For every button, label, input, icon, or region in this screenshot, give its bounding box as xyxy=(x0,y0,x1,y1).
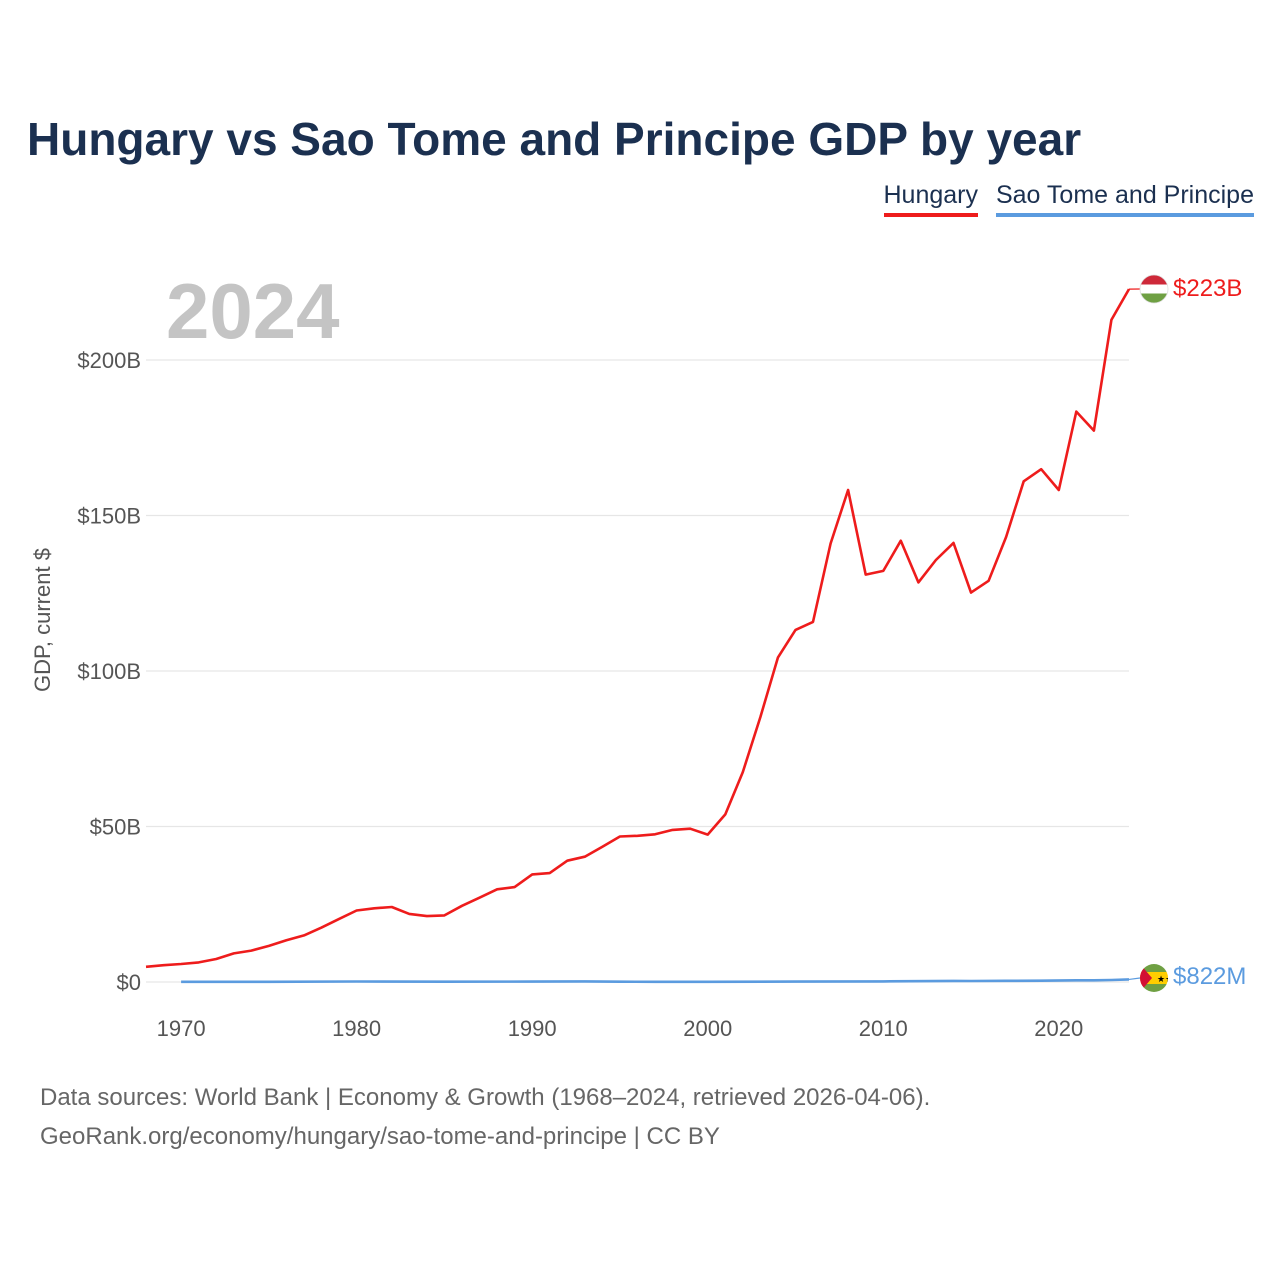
x-tick-label: 1980 xyxy=(332,1016,381,1041)
y-tick-label: $50B xyxy=(90,815,141,840)
current-year-label: 2024 xyxy=(166,267,340,355)
svg-text:★★: ★★ xyxy=(1157,975,1173,985)
series-lines xyxy=(145,288,1141,984)
hungary-flag-icon xyxy=(1139,274,1169,304)
x-tick-label: 1990 xyxy=(508,1016,557,1041)
x-tick-label: 1970 xyxy=(157,1016,206,1041)
series-line-hungary xyxy=(145,288,1131,969)
end-connector xyxy=(1128,977,1141,981)
x-axis-ticks: 1970 1980 1990 2000 2010 2020 xyxy=(157,1016,1084,1041)
sao-tome-flag-icon: ★★ xyxy=(1140,964,1173,992)
y-tick-label: $0 xyxy=(117,970,141,995)
x-tick-label: 2000 xyxy=(683,1016,732,1041)
grid-lines xyxy=(146,359,1129,983)
source-note: Data sources: World Bank | Economy & Gro… xyxy=(40,1084,931,1111)
y-tick-label: $150B xyxy=(77,504,141,529)
y-tick-label: $200B xyxy=(77,348,141,373)
source-link[interactable]: GeoRank.org/economy/hungary/sao-tome-and… xyxy=(40,1123,720,1150)
legend-item-hungary[interactable]: Hungary xyxy=(883,181,978,217)
y-axis-label: GDP, current $ xyxy=(30,548,55,692)
end-value-sao-tome-and-principe: $822M xyxy=(1173,963,1246,990)
end-markers: ★★ $223B $822M xyxy=(1139,274,1246,992)
series-line-sao-tome-and-principe xyxy=(181,978,1130,984)
x-tick-label: 2010 xyxy=(859,1016,908,1041)
y-tick-label: $100B xyxy=(77,659,141,684)
end-value-hungary: $223B xyxy=(1173,275,1242,302)
chart-title: Hungary vs Sao Tome and Principe GDP by … xyxy=(27,113,1082,165)
x-tick-label: 2020 xyxy=(1034,1016,1083,1041)
legend-item-sao-tome-and-principe[interactable]: Sao Tome and Principe xyxy=(995,181,1254,217)
y-axis-ticks: $0 $50B $100B $150B $200B xyxy=(77,348,141,995)
gdp-line-chart: 2024 $0 $50B $100B $150B $200B 1970 1980 1990 2… xyxy=(30,267,1246,1041)
